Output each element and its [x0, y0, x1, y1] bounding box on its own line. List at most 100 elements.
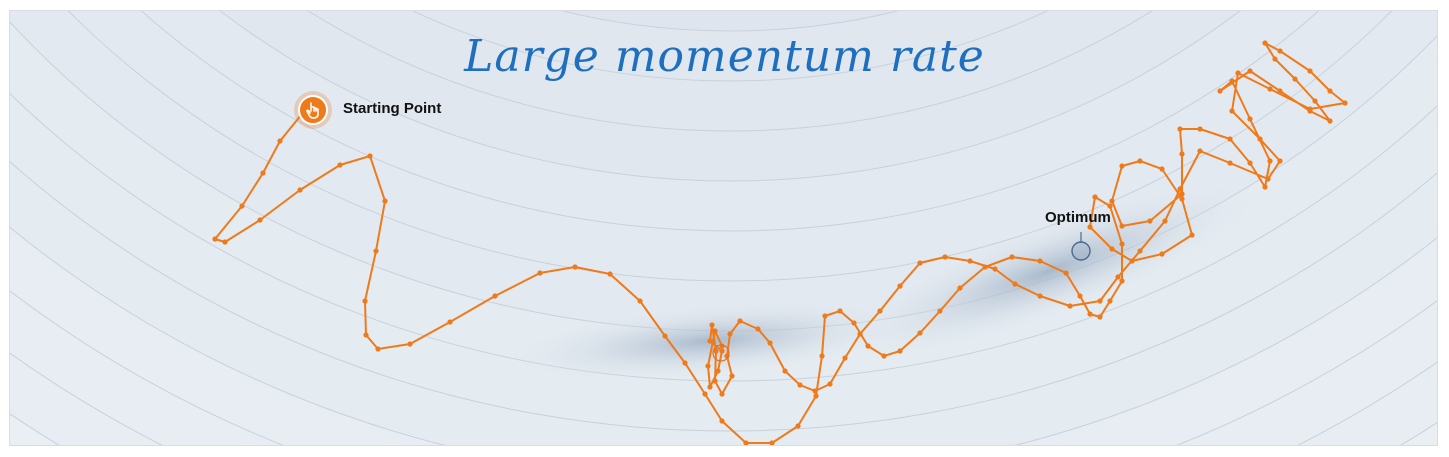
- path-step-point: [1012, 281, 1018, 287]
- path-step-point: [982, 264, 988, 270]
- path-step-point: [1063, 270, 1069, 276]
- path-step-point: [382, 198, 388, 204]
- path-step-point: [1327, 88, 1333, 94]
- path-step-point: [819, 353, 825, 359]
- path-step-point: [1179, 191, 1185, 197]
- path-step-point: [1267, 86, 1273, 92]
- optimum-marker[interactable]: [1071, 232, 1091, 261]
- path-step-point: [1247, 116, 1253, 122]
- path-step-point: [729, 373, 735, 379]
- path-step-point: [492, 293, 498, 299]
- path-step-point: [709, 322, 715, 328]
- path-step-point: [1267, 158, 1273, 164]
- path-step-point: [1312, 98, 1318, 104]
- path-step-point: [1265, 176, 1271, 182]
- path-step-point: [607, 271, 613, 277]
- path-step-point: [1067, 303, 1073, 309]
- starting-point-label: Starting Point: [343, 100, 442, 117]
- path-step-point: [702, 391, 708, 397]
- path-step-point: [1115, 274, 1121, 280]
- path-step-point: [705, 363, 711, 369]
- path-step-point: [1119, 278, 1125, 284]
- contour-line: [307, 11, 1153, 132]
- optimization-path: [212, 40, 1348, 445]
- path-step-point: [1197, 126, 1203, 132]
- path-step-point: [707, 384, 713, 390]
- path-step-point: [822, 313, 828, 319]
- path-step-point: [897, 283, 903, 289]
- path-step-point: [767, 340, 773, 346]
- path-step-point: [367, 153, 373, 159]
- path-step-point: [257, 217, 263, 223]
- path-step-point: [1109, 198, 1115, 204]
- starting-point-handle[interactable]: [294, 91, 332, 129]
- path-step-point: [662, 333, 668, 339]
- path-step-point: [737, 318, 743, 324]
- path-step-point: [1119, 163, 1125, 169]
- contour-line: [67, 11, 1393, 282]
- contour-line: [561, 11, 899, 32]
- path-step-point: [373, 248, 379, 254]
- path-step-point: [1342, 100, 1348, 106]
- path-step-point: [572, 264, 578, 270]
- path-step-point: [222, 239, 228, 245]
- path-step-point: [713, 348, 719, 354]
- contour-line: [10, 160, 1437, 432]
- path-step-point: [260, 170, 266, 176]
- path-step-point: [375, 346, 381, 352]
- hand-pointer-icon: [298, 95, 328, 125]
- path-step-point: [1277, 48, 1283, 54]
- path-step-point: [362, 298, 368, 304]
- path-step-point: [1179, 151, 1185, 157]
- path-step-point: [1307, 68, 1313, 74]
- path-step-point: [1197, 148, 1203, 154]
- path-step-point: [727, 331, 733, 337]
- path-step-point: [743, 440, 749, 445]
- target-circle-icon: [1071, 241, 1091, 261]
- path-step-point: [712, 378, 718, 384]
- path-step-point: [297, 187, 303, 193]
- path-step-point: [1235, 70, 1241, 76]
- path-step-point: [1087, 311, 1093, 317]
- path-step-point: [1159, 166, 1165, 172]
- path-step-point: [827, 381, 833, 387]
- path-step-point: [1009, 254, 1015, 260]
- loss-contour-plot: [10, 11, 1437, 445]
- path-step-point: [682, 360, 688, 366]
- secondary-marker: [712, 344, 730, 362]
- path-step-point: [881, 353, 887, 359]
- path-step-point: [942, 254, 948, 260]
- path-step-point: [715, 368, 721, 374]
- path-step-point: [1177, 186, 1183, 192]
- path-step-point: [239, 203, 245, 209]
- contour-line: [141, 11, 1319, 232]
- loss-surface-panel: Large momentum rate Starting Point Optim…: [9, 10, 1438, 446]
- optimum-label: Optimum: [1045, 209, 1111, 226]
- path-step-point: [769, 440, 775, 445]
- path-step-point: [1307, 106, 1313, 112]
- path-step-point: [957, 285, 963, 291]
- path-step-point: [1327, 118, 1333, 124]
- path-step-point: [782, 368, 788, 374]
- path-step-point: [363, 332, 369, 338]
- path-step-point: [1137, 158, 1143, 164]
- path-step-point: [1292, 76, 1298, 82]
- path-step-point: [917, 260, 923, 266]
- path-step-point: [837, 308, 843, 314]
- path-step-point: [1097, 314, 1103, 320]
- path-step-point: [1272, 56, 1278, 62]
- path-step-point: [212, 236, 218, 242]
- path-step-point: [812, 388, 818, 394]
- path-step-point: [1092, 194, 1098, 200]
- path-step-point: [1277, 88, 1283, 94]
- path-step-point: [1037, 293, 1043, 299]
- path-step-point: [967, 258, 973, 264]
- path-step-point: [857, 331, 863, 337]
- path-step-point: [719, 391, 725, 397]
- path-step-point: [755, 326, 761, 332]
- path-step-point: [937, 308, 943, 314]
- path-step-point: [1177, 126, 1183, 132]
- path-step-point: [1262, 40, 1268, 46]
- path-step-point: [1147, 218, 1153, 224]
- path-step-point: [1227, 160, 1233, 166]
